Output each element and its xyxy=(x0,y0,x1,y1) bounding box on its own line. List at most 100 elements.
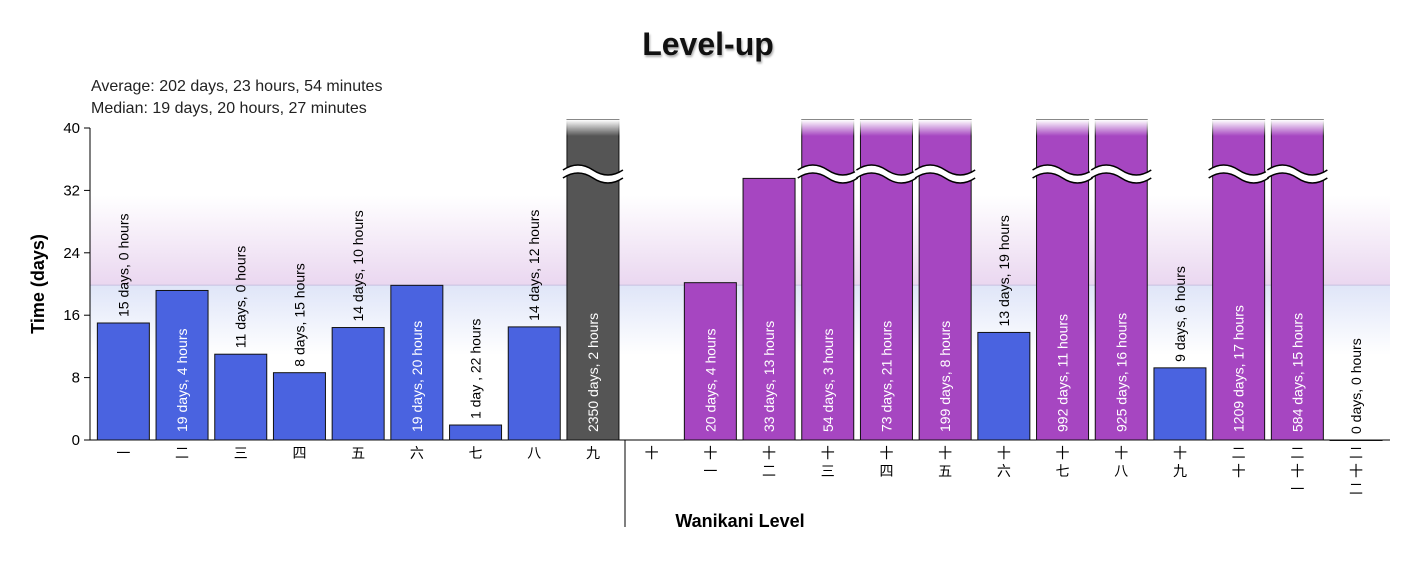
value-label: 2350 days, 2 hours xyxy=(585,313,601,432)
break-edge xyxy=(914,172,976,184)
value-label: 20 days, 4 hours xyxy=(702,328,718,432)
value-label: 8 days, 15 hours xyxy=(291,263,307,367)
value-label: 54 days, 3 hours xyxy=(820,328,836,432)
y-axis-title: Time (days) xyxy=(28,234,48,334)
bar xyxy=(683,282,737,441)
x-tick-label: 十 xyxy=(645,445,659,461)
break-gap xyxy=(795,165,860,183)
y-tick-label: 32 xyxy=(63,182,80,199)
value-label: 19 days, 20 hours xyxy=(409,321,425,432)
break-edge xyxy=(1032,164,1093,176)
break-edge xyxy=(1090,172,1152,184)
value-label: 73 days, 21 hours xyxy=(878,321,894,432)
bar xyxy=(390,284,444,441)
value-label: 0 days, 0 hours xyxy=(1348,338,1364,434)
x-tick-label: 六 xyxy=(410,445,424,461)
x-tick-label: 三 xyxy=(234,445,248,461)
bar-fade xyxy=(565,120,620,136)
x-tick-label: 十二 xyxy=(762,445,776,479)
break-gap xyxy=(1265,165,1330,183)
bar-fade xyxy=(918,120,973,136)
value-label: 33 days, 13 hours xyxy=(761,321,777,432)
x-tick-label: 一 xyxy=(116,445,130,461)
break-edge xyxy=(562,164,624,176)
x-tick-label: 八 xyxy=(527,445,541,461)
bar xyxy=(507,326,561,441)
value-label: 19 days, 4 hours xyxy=(174,328,190,432)
value-label: 584 days, 15 hours xyxy=(1289,313,1305,432)
median-text: Median: 19 days, 20 hours, 27 minutes xyxy=(91,100,367,117)
break-edge xyxy=(1208,172,1270,184)
break-edge xyxy=(914,164,976,176)
value-label: 1209 days, 17 hours xyxy=(1231,305,1247,432)
x-tick-label: 十八 xyxy=(1114,445,1128,479)
break-gap xyxy=(1030,165,1095,183)
bar xyxy=(1329,439,1383,441)
x-tick-label: 十五 xyxy=(938,445,952,479)
x-tick-label: 四 xyxy=(292,445,306,461)
break-edge xyxy=(562,172,624,184)
value-label: 1 day , 22 hours xyxy=(468,319,484,419)
break-gap xyxy=(1206,165,1271,183)
y-tick-label: 8 xyxy=(72,370,80,387)
x-tick-label: 十一 xyxy=(703,445,717,479)
value-label: 14 days, 10 hours xyxy=(350,210,366,321)
value-label: 925 days, 16 hours xyxy=(1113,313,1129,432)
x-tick-label: 十四 xyxy=(879,445,893,479)
bar-fade xyxy=(1270,120,1325,136)
x-tick-label: 二 xyxy=(175,445,189,461)
chart-title: Level-up xyxy=(642,26,774,62)
average-text: Average: 202 days, 23 hours, 54 minutes xyxy=(91,78,382,95)
x-tick-label: 二十二 xyxy=(1349,445,1363,497)
break-edge xyxy=(797,164,859,176)
bar xyxy=(272,372,326,441)
bar xyxy=(155,289,209,441)
y-tick-label: 0 xyxy=(72,432,80,449)
bar-fade xyxy=(800,120,855,136)
bar xyxy=(742,177,796,441)
break-edge xyxy=(1208,164,1270,176)
value-label: 14 days, 12 hours xyxy=(526,210,542,321)
bar xyxy=(96,322,150,441)
bar xyxy=(1153,367,1207,441)
x-tick-label: 二十 xyxy=(1232,445,1246,479)
background-bands xyxy=(90,195,1390,356)
break-edge xyxy=(1266,164,1328,176)
break-edge xyxy=(856,172,917,184)
bar-fade xyxy=(1094,120,1149,136)
break-edge xyxy=(1266,172,1328,184)
median-band-above xyxy=(90,195,1390,286)
break-gap xyxy=(561,165,625,183)
value-label: 11 days, 0 hours xyxy=(233,246,249,348)
break-edge xyxy=(856,164,917,176)
bar xyxy=(331,327,385,441)
x-tick-label: 十三 xyxy=(821,445,835,479)
bar xyxy=(214,353,268,441)
y-tick-label: 24 xyxy=(63,245,80,262)
bar xyxy=(977,331,1031,441)
y-tick-label: 40 xyxy=(63,120,80,137)
value-label: 13 days, 19 hours xyxy=(996,215,1012,326)
x-tick-label: 七 xyxy=(469,445,483,461)
bar-fade xyxy=(1035,120,1090,136)
value-label: 992 days, 11 hours xyxy=(1055,314,1071,432)
x-tick-label: 十六 xyxy=(997,445,1011,479)
break-gap xyxy=(854,165,919,183)
median-band-below xyxy=(90,285,1390,356)
x-tick-label: 五 xyxy=(351,445,365,461)
break-gap xyxy=(913,165,978,183)
y-tick-label: 16 xyxy=(63,307,80,324)
break-edge xyxy=(1032,172,1093,184)
break-edge xyxy=(1090,164,1152,176)
value-label: 199 days, 8 hours xyxy=(937,321,953,432)
value-label: 9 days, 6 hours xyxy=(1172,266,1188,362)
bar-fade xyxy=(1211,120,1266,136)
break-edge xyxy=(797,172,859,184)
x-tick-label: 十九 xyxy=(1173,445,1187,479)
x-tick-label: 九 xyxy=(586,445,600,461)
bar xyxy=(449,424,503,441)
value-label: 15 days, 0 hours xyxy=(115,213,131,317)
x-tick-label: 十七 xyxy=(1056,445,1070,479)
